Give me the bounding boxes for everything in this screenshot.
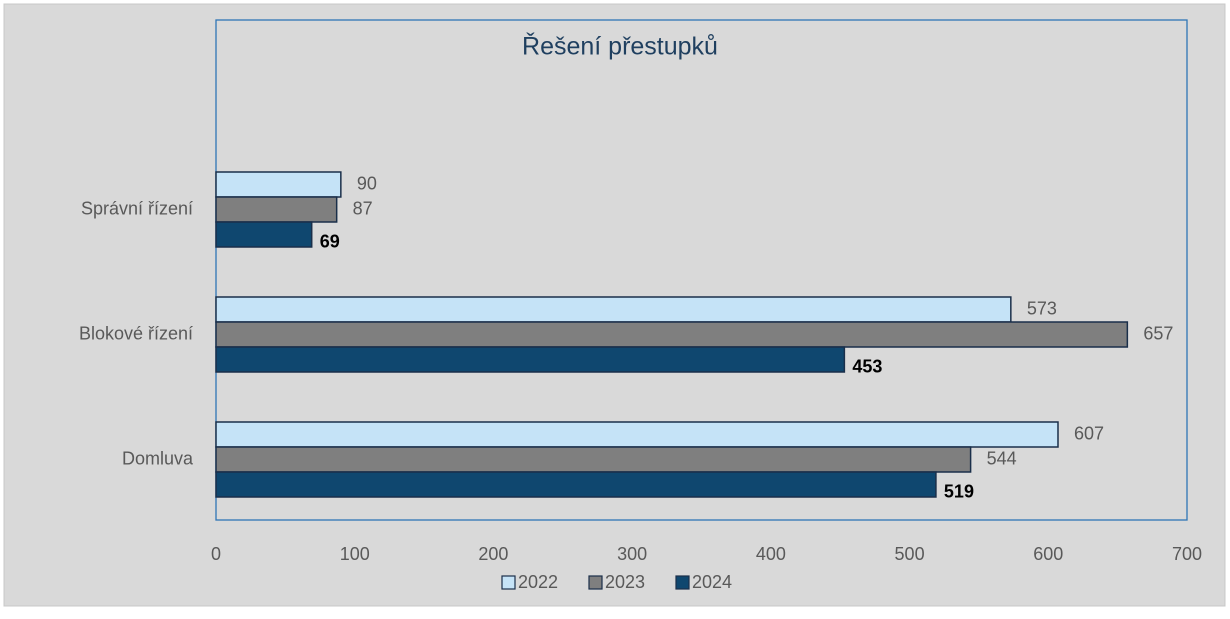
- value-label: 90: [357, 173, 377, 193]
- category-label: Správní řízení: [81, 198, 193, 218]
- legend-swatch: [501, 575, 516, 590]
- value-label: 607: [1074, 423, 1104, 443]
- x-tick-label: 0: [211, 544, 221, 564]
- legend-swatch: [675, 575, 690, 590]
- x-tick-label: 100: [340, 544, 370, 564]
- legend-label: 2024: [692, 572, 732, 592]
- value-label: 519: [944, 481, 974, 501]
- category-label: Domluva: [122, 448, 194, 468]
- bar: [215, 471, 937, 498]
- legend-swatch: [588, 575, 603, 590]
- value-label: 657: [1143, 323, 1173, 343]
- legend-label: 2023: [605, 572, 645, 592]
- bar: [215, 421, 1059, 448]
- value-label: 69: [320, 231, 340, 251]
- category-label: Blokové řízení: [79, 323, 193, 343]
- chart-title: Řešení přestupků: [522, 32, 718, 61]
- bar: [215, 196, 338, 223]
- value-label: 87: [353, 198, 373, 218]
- bar: [215, 221, 313, 248]
- bar: [215, 321, 1129, 348]
- x-tick-label: 500: [895, 544, 925, 564]
- bar: [215, 346, 846, 373]
- x-tick-label: 400: [756, 544, 786, 564]
- x-tick-label: 200: [478, 544, 508, 564]
- bar: [215, 296, 1012, 323]
- x-tick-label: 600: [1033, 544, 1063, 564]
- x-tick-label: 300: [617, 544, 647, 564]
- plot-area: [215, 19, 1188, 521]
- value-label: 544: [987, 448, 1017, 468]
- x-tick-label: 700: [1172, 544, 1202, 564]
- value-label: 573: [1027, 298, 1057, 318]
- value-label: 453: [852, 356, 882, 376]
- bar: [215, 446, 972, 473]
- legend-label: 2022: [518, 572, 558, 592]
- bar: [215, 171, 342, 198]
